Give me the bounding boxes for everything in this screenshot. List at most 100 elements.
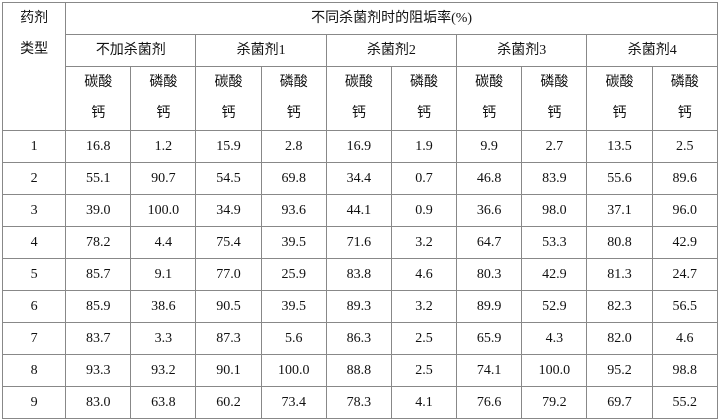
data-cell: 0.9 (390, 194, 458, 227)
data-cell: 98.0 (521, 194, 588, 227)
data-cell: 90.5 (195, 290, 262, 323)
row-label: 6 (1, 290, 67, 323)
data-cell: 46.8 (456, 162, 523, 195)
data-row: 2 55.1 90.7 54.5 69.8 34.4 0.7 46.8 83.9 55.6 89.6 (1, 162, 719, 195)
data-cell: 3.2 (390, 290, 458, 323)
data-cell: 39.5 (260, 290, 327, 323)
data-cell: 98.8 (651, 354, 719, 387)
data-cell: 83.0 (65, 386, 132, 419)
data-cell: 56.5 (651, 290, 719, 323)
data-cell: 82.3 (586, 290, 653, 323)
data-cell: 75.4 (195, 226, 262, 259)
data-cell: 1.2 (130, 130, 197, 163)
data-row: 3 39.0 100.0 34.9 93.6 44.1 0.9 36.6 98.0 37.1 96.… (1, 194, 719, 227)
data-cell: 38.6 (130, 290, 197, 323)
data-cell: 0.7 (390, 162, 458, 195)
data-cell: 4.4 (130, 226, 197, 259)
data-cell: 44.1 (325, 194, 392, 227)
sub-header: 磷酸钙 (651, 66, 719, 131)
data-row: 1 16.8 1.2 15.9 2.8 16.9 1.9 9.9 2.7 13.5 2.5 (1, 130, 719, 163)
subheader-row: 碳酸钙 磷酸钙 碳酸钙 磷酸钙 碳酸钙 磷酸钙 碳酸钙 磷酸钙 碳酸钙 磷酸钙 (3, 66, 719, 131)
table-title: 不同杀菌剂时的阻垢率(%) (65, 2, 718, 35)
sub-header: 磷酸钙 (130, 66, 197, 131)
data-row: 7 83.7 3.3 87.3 5.6 86.3 2.5 65.9 4.3 82.0 4.6 (1, 322, 719, 355)
data-cell: 83.9 (521, 162, 588, 195)
data-cell: 81.3 (586, 258, 653, 291)
data-row: 5 85.7 9.1 77.0 25.9 83.8 4.6 80.3 42.9 81.3 24.7 (1, 258, 719, 291)
corner-header: 药剂类型 (1, 2, 67, 131)
group-header: 杀菌剂2 (325, 34, 458, 67)
data-cell: 76.6 (456, 386, 523, 419)
row-label: 2 (1, 162, 67, 195)
data-cell: 86.3 (325, 322, 392, 355)
data-cell: 24.7 (651, 258, 719, 291)
group-header: 杀菌剂1 (195, 34, 327, 67)
data-row: 8 93.3 93.2 90.1 100.0 88.8 2.5 74.1 100.0 95.2 98… (1, 354, 719, 387)
data-cell: 90.1 (195, 354, 262, 387)
data-cell: 16.8 (65, 130, 132, 163)
data-cell: 2.7 (521, 130, 588, 163)
data-cell: 100.0 (521, 354, 588, 387)
data-cell: 25.9 (260, 258, 327, 291)
data-cell: 52.9 (521, 290, 588, 323)
data-cell: 79.2 (521, 386, 588, 419)
data-cell: 69.8 (260, 162, 327, 195)
data-cell: 55.6 (586, 162, 653, 195)
data-cell: 54.5 (195, 162, 262, 195)
data-cell: 93.3 (65, 354, 132, 387)
row-label: 9 (1, 386, 67, 419)
data-row: 4 78.2 4.4 75.4 39.5 71.6 3.2 64.7 53.3 80.8 42.9 (1, 226, 719, 259)
data-cell: 69.7 (586, 386, 653, 419)
sub-header: 碳酸钙 (586, 66, 653, 131)
data-cell: 39.0 (65, 194, 132, 227)
data-cell: 16.9 (325, 130, 392, 163)
data-cell: 95.2 (586, 354, 653, 387)
group-row: 不加杀菌剂 杀菌剂1 杀菌剂2 杀菌剂3 杀菌剂4 (3, 34, 718, 67)
data-cell: 74.1 (456, 354, 523, 387)
data-cell: 77.0 (195, 258, 262, 291)
data-cell: 89.3 (325, 290, 392, 323)
data-cell: 73.4 (260, 386, 327, 419)
row-label: 5 (1, 258, 67, 291)
group-header: 不加杀菌剂 (65, 34, 197, 67)
sub-header: 碳酸钙 (65, 66, 132, 131)
data-cell: 96.0 (651, 194, 719, 227)
data-cell: 9.1 (130, 258, 197, 291)
group-header: 杀菌剂3 (456, 34, 588, 67)
header-row: 药剂类型 不同杀菌剂时的阻垢率(%) (1, 2, 718, 131)
data-cell: 87.3 (195, 322, 262, 355)
data-cell: 5.6 (260, 322, 327, 355)
data-cell: 42.9 (651, 226, 719, 259)
data-cell: 9.9 (456, 130, 523, 163)
data-cell: 78.3 (325, 386, 392, 419)
data-cell: 34.9 (195, 194, 262, 227)
sub-header: 磷酸钙 (260, 66, 327, 131)
data-cell: 100.0 (260, 354, 327, 387)
data-cell: 89.9 (456, 290, 523, 323)
data-cell: 78.2 (65, 226, 132, 259)
data-cell: 93.6 (260, 194, 327, 227)
data-cell: 4.6 (390, 258, 458, 291)
data-cell: 37.1 (586, 194, 653, 227)
data-cell: 1.9 (390, 130, 458, 163)
data-cell: 80.3 (456, 258, 523, 291)
data-cell: 83.8 (325, 258, 392, 291)
data-cell: 55.2 (651, 386, 719, 419)
data-cell: 88.8 (325, 354, 392, 387)
data-cell: 4.6 (651, 322, 719, 355)
data-cell: 55.1 (65, 162, 132, 195)
data-cell: 89.6 (651, 162, 719, 195)
data-row: 6 85.9 38.6 90.5 39.5 89.3 3.2 89.9 52.9 82.3 56.5 (1, 290, 719, 323)
row-label: 4 (1, 226, 67, 259)
data-row: 9 83.0 63.8 60.2 73.4 78.3 4.1 76.6 79.2 69.7 55.2 (1, 386, 719, 419)
data-cell: 2.5 (390, 354, 458, 387)
data-cell: 65.9 (456, 322, 523, 355)
data-cell: 4.3 (521, 322, 588, 355)
data-cell: 80.8 (586, 226, 653, 259)
data-cell: 15.9 (195, 130, 262, 163)
row-label: 7 (1, 322, 67, 355)
data-cell: 83.7 (65, 322, 132, 355)
row-label: 8 (1, 354, 67, 387)
